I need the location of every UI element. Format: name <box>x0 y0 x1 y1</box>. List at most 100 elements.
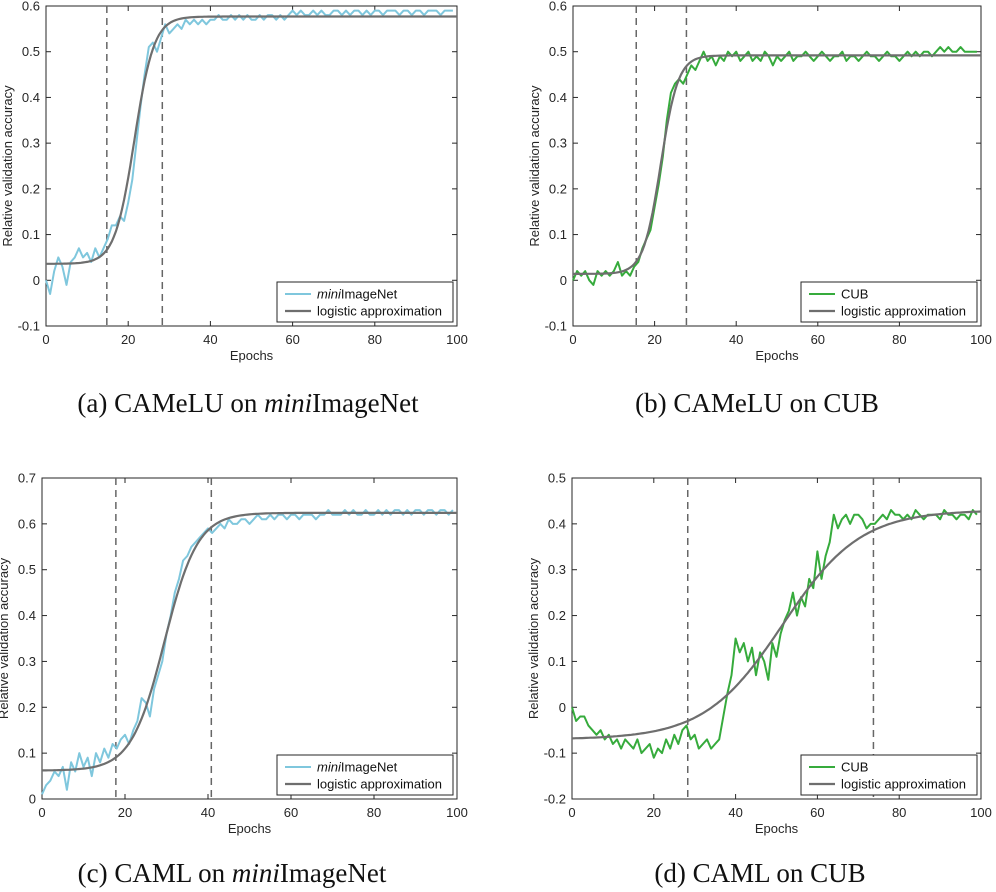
y-tick-label: -0.1 <box>18 319 40 334</box>
panel-0: 0 20 40 60 80 100-0.100.10.20.30.40.50.6Epoch… <box>0 0 468 418</box>
y-tick-label: 0.6 <box>549 0 567 14</box>
y-tick-label: 0.2 <box>548 608 566 623</box>
y-tick-label: 0 <box>33 273 40 288</box>
x-tick-label: 40 <box>728 805 742 820</box>
logistic-fit-line <box>573 54 981 275</box>
legend-series-label: CUB <box>841 760 868 775</box>
x-tick-label: 20 <box>118 805 132 820</box>
y-tick-label: 0.4 <box>18 608 36 623</box>
x-tick-label: 80 <box>892 332 906 347</box>
caption-prefix: (a) CAMeLU on <box>77 388 264 418</box>
legend-series-label: miniImageNet <box>317 760 398 775</box>
legend-box <box>800 281 978 323</box>
y-tick-label: 0.5 <box>548 471 566 486</box>
x-tick-label: 80 <box>368 332 382 347</box>
y-tick-label: 0.1 <box>22 227 40 242</box>
legend-fit-label: logistic approximation <box>841 777 966 792</box>
x-tick-label: 0 <box>42 332 49 347</box>
x-axis-label: Epochs <box>755 348 799 363</box>
x-tick-label: 40 <box>729 332 743 347</box>
x-tick-label: 80 <box>892 805 906 820</box>
y-tick-label: 0.6 <box>18 516 36 531</box>
legend-series-label-italic: mini <box>317 760 342 775</box>
legend: miniImageNet logistic approximation <box>276 754 454 796</box>
y-tick-label: 0.4 <box>549 90 567 105</box>
y-tick-label: 0.3 <box>22 136 40 151</box>
legend: CUB logistic approximation <box>800 754 978 796</box>
x-tick-label: 20 <box>121 332 135 347</box>
caption-italic: mini <box>264 388 312 418</box>
legend-series-label-rest: CUB <box>841 760 868 775</box>
legend-fit-label: logistic approximation <box>841 304 966 319</box>
caption-prefix: (d) CAML on CUB <box>654 858 865 888</box>
y-tick-label: -0.1 <box>545 319 567 334</box>
y-tick-label: 0.3 <box>18 654 36 669</box>
panel-3: 0 20 40 60 80 100 -0.2 -0.1 0 0.1 0.2 0.3 0.4 0.5 Epoc… <box>526 471 992 889</box>
y-tick-label: 0.1 <box>549 227 567 242</box>
y-tick-label: 0.3 <box>549 136 567 151</box>
x-tick-label: 20 <box>647 332 661 347</box>
caption-suffix: ImageNet <box>312 388 419 418</box>
y-tick-label: -0.2 <box>544 792 566 807</box>
series-line <box>571 509 978 759</box>
legend-fit-label: logistic approximation <box>317 777 442 792</box>
panel-1: 0 20 40 60 80 100-0.100.10.20.30.40.50.6Epoch… <box>527 0 992 418</box>
legend-series-label: CUB <box>841 287 868 302</box>
x-tick-label: 0 <box>38 805 45 820</box>
x-tick-label: 40 <box>203 332 217 347</box>
y-tick-label: 0.6 <box>22 0 40 14</box>
caption-prefix: (c) CAML on <box>78 858 232 888</box>
y-tick-label: 0.1 <box>548 654 566 669</box>
y-tick-label: 0 <box>559 700 566 715</box>
panel-caption: (c) CAML on miniImageNet <box>78 858 387 888</box>
y-tick-label: 0.3 <box>548 562 566 577</box>
x-axis-label: Epochs <box>755 821 799 836</box>
y-tick-label: 0.1 <box>18 746 36 761</box>
y-tick-label: 0.2 <box>22 181 40 196</box>
x-tick-label: 100 <box>970 805 992 820</box>
x-axis-label: Epochs <box>230 348 274 363</box>
legend-series-label-italic: mini <box>317 287 342 302</box>
y-tick-label: 0.5 <box>18 562 36 577</box>
caption-suffix: ImageNet <box>280 858 387 888</box>
plot-area <box>45 5 458 327</box>
y-tick-label: -0.1 <box>544 746 566 761</box>
y-tick-label: 0.5 <box>549 44 567 59</box>
caption-prefix: (b) CAMeLU on CUB <box>635 388 879 418</box>
legend-fit-label: logistic approximation <box>317 304 442 319</box>
x-tick-label: 0 <box>568 805 575 820</box>
panel-caption: (d) CAML on CUB <box>654 858 865 888</box>
x-tick-label: 100 <box>446 805 468 820</box>
y-tick-label: 0 <box>560 273 567 288</box>
x-tick-label: 40 <box>201 805 215 820</box>
y-tick-label: 0.2 <box>549 181 567 196</box>
panel-caption: (b) CAMeLU on CUB <box>635 388 879 418</box>
y-tick-label: 0.5 <box>22 44 40 59</box>
x-tick-label: 0 <box>569 332 576 347</box>
legend-series-label-rest: ImageNet <box>341 287 398 302</box>
y-axis-label: Relative validation accuracy <box>0 85 15 247</box>
x-tick-label: 60 <box>285 332 299 347</box>
legend-series-label: miniImageNet <box>317 287 398 302</box>
logistic-fit-line <box>42 511 457 772</box>
panel-caption: (a) CAMeLU on miniImageNet <box>77 388 419 418</box>
y-tick-label: 0.7 <box>18 471 36 486</box>
legend-box <box>800 754 978 796</box>
legend-series-label-rest: ImageNet <box>341 760 398 775</box>
legend-box <box>276 754 454 796</box>
x-tick-label: 60 <box>810 805 824 820</box>
y-axis-label: Relative validation accuracy <box>527 85 542 247</box>
panel-2: 0 20 40 60 80 100 0 0.1 0.2 0.3 0.4 0.5 0.6 0.7 Epochs… <box>0 471 468 889</box>
y-axis-label: Relative validation accuracy <box>0 557 11 719</box>
y-tick-label: 0.4 <box>22 90 40 105</box>
y-tick-label: 0.4 <box>548 516 566 531</box>
caption-italic: mini <box>232 858 280 888</box>
y-axis-label: Relative validation accuracy <box>526 557 541 719</box>
y-tick-label: 0.2 <box>18 700 36 715</box>
legend-series-label-rest: CUB <box>841 287 868 302</box>
legend: miniImageNet logistic approximation <box>276 281 454 323</box>
plot-area <box>572 5 982 327</box>
x-tick-label: 60 <box>811 332 825 347</box>
legend: CUB logistic approximation <box>800 281 978 323</box>
